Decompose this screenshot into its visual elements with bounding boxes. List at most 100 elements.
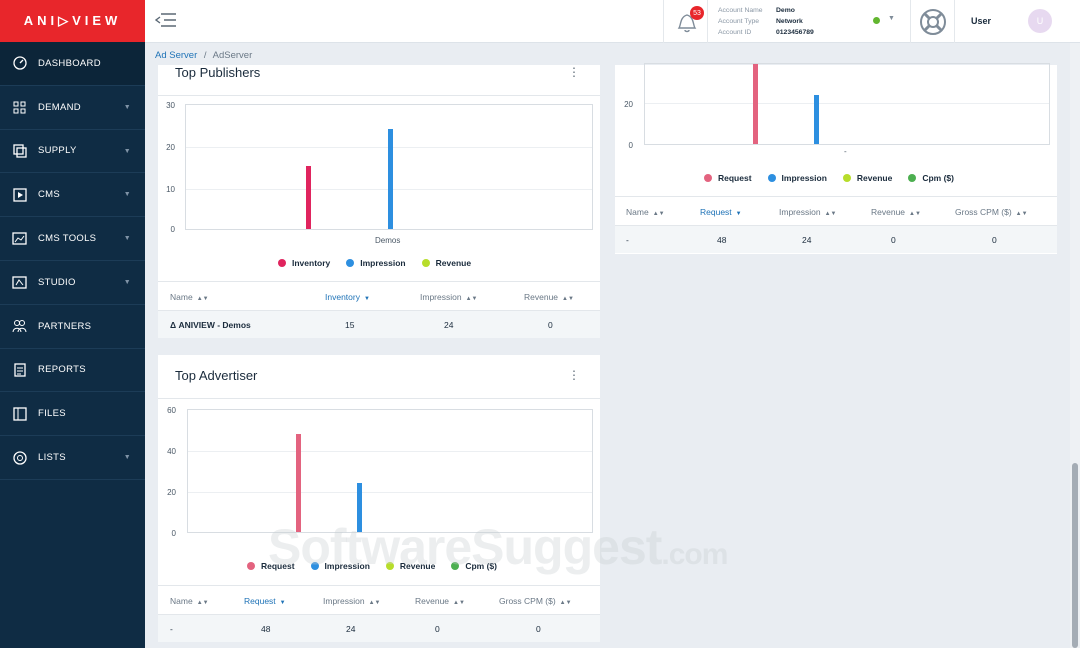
chart-legend: Request Impression Revenue Cpm ($) [247, 561, 513, 571]
chart-legend: Request Impression Revenue Cpm ($) [704, 173, 970, 183]
chevron-down-icon[interactable]: ▼ [888, 15, 895, 22]
account-info[interactable]: Account Name Demo Account Type Network Acc… [718, 5, 814, 38]
cell-gross-cpm: 0 [992, 235, 997, 245]
sort-desc-icon: ▼ [735, 211, 742, 217]
y-tick-label: 0 [628, 141, 633, 150]
sidebar-item-files[interactable]: FILES [0, 392, 145, 437]
account-name-value: Demo [776, 7, 795, 14]
sidebar-item-reports[interactable]: REPORTS [0, 349, 145, 393]
legend-item-impression[interactable]: Impression [310, 561, 370, 571]
notifications-button[interactable]: 53 [663, 0, 708, 43]
column-header-gross-cpm[interactable]: Gross CPM ($) ▲▼ [499, 596, 572, 606]
sidebar-item-label: STUDIO [38, 276, 76, 288]
legend-item-revenue[interactable]: Revenue [385, 561, 436, 571]
cell-request: 48 [717, 235, 727, 245]
sort-desc-icon: ▼ [363, 296, 370, 302]
cell-inventory: 15 [345, 320, 355, 330]
column-header-label: Gross CPM ($) [955, 207, 1012, 217]
column-header-revenue[interactable]: Revenue ▲▼ [524, 292, 574, 302]
legend-dot [451, 562, 460, 570]
cell-impression: 24 [346, 624, 356, 634]
menu-toggle-icon[interactable] [154, 12, 177, 28]
legend-item-inventory[interactable]: Inventory [278, 258, 330, 268]
page-scrollbar[interactable] [1070, 43, 1080, 648]
bar-inventory[interactable] [306, 166, 311, 229]
sidebar: ANI▷VIEW DASHBOARD DEMAND ▼ SUPPLY ▼ CMS… [0, 0, 145, 648]
breadcrumb-link-ad-server[interactable]: Ad Server [155, 50, 198, 61]
table-row[interactable]: - 48 24 0 0 [615, 226, 1057, 253]
sort-icon: ▲▼ [465, 296, 478, 302]
sidebar-item-lists[interactable]: LISTS ▼ [0, 436, 145, 480]
notification-count-badge: 53 [690, 6, 704, 20]
cell-revenue: 0 [891, 235, 896, 245]
more-options-icon[interactable]: ⋮ [568, 368, 580, 382]
column-header-inventory[interactable]: Inventory ▼ [325, 292, 370, 302]
account-id-value: 0123456789 [776, 29, 814, 36]
column-header-impression[interactable]: Impression ▲▼ [420, 292, 477, 302]
breadcrumb: Ad Server / AdServer [155, 50, 252, 61]
column-header-impression[interactable]: Impression ▲▼ [323, 596, 380, 606]
breadcrumb-current: AdServer [212, 50, 253, 61]
bar-impression[interactable] [814, 95, 819, 144]
more-options-icon[interactable]: ⋮ [568, 65, 580, 79]
legend-item-revenue[interactable]: Revenue [421, 258, 471, 268]
column-header-gross-cpm[interactable]: Gross CPM ($) ▲▼ [955, 207, 1028, 217]
help-button[interactable] [910, 0, 955, 43]
column-header-request[interactable]: Request ▼ [700, 207, 742, 217]
scrollbar-thumb[interactable] [1072, 463, 1078, 648]
table-row[interactable]: Δ ANIVIEW - Demos 15 24 0 [158, 311, 600, 338]
table-header: Name ▲▼ Inventory ▼ Impression ▲▼ Revenue ▲▼ [158, 281, 600, 311]
legend-dot [767, 174, 776, 182]
legend-dot [842, 174, 851, 182]
bar-request[interactable] [753, 64, 758, 144]
sidebar-item-supply[interactable]: SUPPLY ▼ [0, 130, 145, 174]
legend-item-request[interactable]: Request [704, 173, 752, 183]
sidebar-item-cms-tools[interactable]: CMS TOOLS ▼ [0, 217, 145, 261]
lifebuoy-icon [919, 8, 946, 35]
y-tick-label: 20 [167, 488, 176, 497]
legend-label: Inventory [292, 258, 331, 268]
column-header-label: Request [244, 596, 276, 606]
legend-item-impression[interactable]: Impression [346, 258, 406, 268]
column-header-name[interactable]: Name ▲▼ [170, 292, 209, 302]
legend-label: Impression [360, 258, 406, 268]
sort-desc-icon: ▼ [279, 600, 286, 606]
card-title: Top Advertiser [175, 368, 258, 383]
column-header-name[interactable]: Name ▲▼ [170, 596, 209, 606]
cell-request: 48 [261, 624, 271, 634]
breadcrumb-separator: / [203, 50, 207, 61]
account-type-key: Account Type [718, 18, 760, 25]
gridline [188, 451, 592, 452]
column-header-request[interactable]: Request ▼ [244, 596, 286, 606]
user-label[interactable]: User [971, 16, 992, 26]
sidebar-item-studio[interactable]: STUDIO ▼ [0, 261, 145, 305]
aniview-logo[interactable]: ANI▷VIEW [0, 0, 145, 42]
column-header-revenue[interactable]: Revenue ▲▼ [415, 596, 465, 606]
legend-item-request[interactable]: Request [247, 561, 295, 571]
legend-item-cpm[interactable]: Cpm ($) [451, 561, 497, 571]
avatar[interactable]: U [1028, 9, 1052, 33]
sidebar-item-demand[interactable]: DEMAND ▼ [0, 86, 145, 130]
watermark-suffix: .com [661, 538, 728, 571]
chevron-down-icon: ▼ [123, 278, 131, 286]
legend-item-cpm[interactable]: Cpm ($) [908, 173, 954, 183]
legend-item-impression[interactable]: Impression [767, 173, 827, 183]
sort-icon: ▲▼ [1015, 211, 1028, 217]
sidebar-item-dashboard[interactable]: DASHBOARD [0, 42, 145, 86]
bar-impression[interactable] [388, 129, 393, 229]
column-header-name[interactable]: Name ▲▼ [626, 207, 665, 217]
legend-item-revenue[interactable]: Revenue [842, 173, 892, 183]
sidebar-item-cms[interactable]: CMS ▼ [0, 173, 145, 218]
chevron-down-icon: ▼ [123, 191, 131, 199]
bar-impression[interactable] [357, 483, 362, 532]
chevron-down-icon: ▼ [123, 147, 131, 155]
bar-request[interactable] [296, 434, 301, 532]
table-header: Name ▲▼ Request ▼ Impression ▲▼ Revenue ▲▼ G… [615, 196, 1057, 226]
legend-label: Revenue [399, 561, 436, 571]
column-header-impression[interactable]: Impression ▲▼ [779, 207, 836, 217]
table-row[interactable]: - 48 24 0 0 [158, 615, 600, 642]
legend-dot [704, 174, 712, 182]
sidebar-item-label: SUPPLY [38, 145, 77, 157]
column-header-revenue[interactable]: Revenue ▲▼ [871, 207, 921, 217]
sidebar-item-partners[interactable]: PARTNERS [0, 305, 145, 349]
